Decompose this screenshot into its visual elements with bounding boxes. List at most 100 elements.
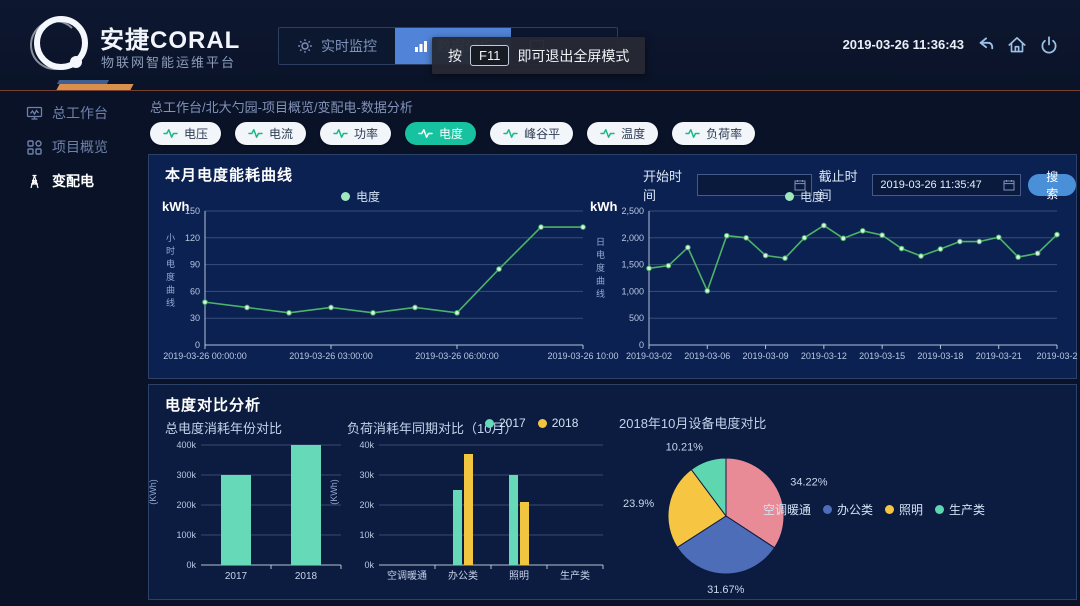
svg-text:500: 500 bbox=[629, 313, 644, 323]
legend-dot bbox=[341, 192, 350, 201]
legend-dot bbox=[935, 505, 945, 514]
legend-dot bbox=[485, 418, 494, 428]
svg-text:150: 150 bbox=[185, 206, 200, 216]
search-button[interactable]: 搜索 bbox=[1028, 170, 1076, 201]
legend-dot bbox=[823, 505, 833, 514]
y-axis-name-daily: 日电度曲线 bbox=[595, 237, 605, 302]
daily-energy-line-chart[interactable]: 0 500 1,000 1,500 2,000 2,500 2019-03-02 2019-0… bbox=[591, 199, 1077, 371]
y-axis-unit: kWh bbox=[590, 199, 618, 214]
load-bar-legend: 2017 2018 bbox=[485, 416, 578, 430]
legend-daily[interactable]: 电度 bbox=[785, 188, 824, 205]
svg-text:30k: 30k bbox=[359, 470, 374, 480]
legend-dot bbox=[885, 505, 895, 514]
svg-text:0k: 0k bbox=[364, 560, 374, 570]
end-time-value: 2019-03-26 11:35:47 bbox=[880, 179, 982, 191]
tab-峰谷平[interactable]: 峰谷平 bbox=[490, 122, 574, 145]
pie-title: 2018年10月设备电度对比 bbox=[619, 416, 767, 431]
svg-text:34.22%: 34.22% bbox=[790, 476, 828, 488]
nav-item-实时监控[interactable]: 实时监控 bbox=[279, 28, 395, 64]
svg-text:10k: 10k bbox=[359, 530, 374, 540]
load-bar-ylabel: (KWh) bbox=[328, 479, 339, 505]
tab-负荷率[interactable]: 负荷率 bbox=[672, 122, 756, 145]
svg-text:100k: 100k bbox=[176, 530, 196, 540]
tab-label: 峰谷平 bbox=[524, 127, 561, 141]
sidebar-item-变配电[interactable]: 变配电 bbox=[0, 164, 146, 198]
svg-text:2019-03-12: 2019-03-12 bbox=[801, 351, 847, 361]
tab-label: 温度 bbox=[621, 127, 646, 141]
svg-text:2019-03-26 06:00:00: 2019-03-26 06:00:00 bbox=[415, 351, 499, 361]
legend-item-2018[interactable]: 2018 bbox=[537, 416, 578, 430]
legend-item-空调暖通[interactable]: 空调暖通 bbox=[749, 501, 811, 518]
logo-icon bbox=[30, 14, 88, 70]
pie-legend: 空调暖通 办公类 照明 生产类 bbox=[749, 501, 985, 518]
pulse-icon bbox=[600, 127, 615, 140]
top-panel-title: 本月电度能耗曲线 bbox=[165, 167, 294, 184]
fullscreen-tooltip: 按 F11 即可退出全屏模式 bbox=[432, 37, 646, 74]
tab-功率[interactable]: 功率 bbox=[320, 122, 392, 145]
svg-text:1,500: 1,500 bbox=[621, 260, 644, 270]
calendar-icon bbox=[1003, 179, 1015, 191]
pulse-icon bbox=[163, 127, 178, 140]
svg-text:照明: 照明 bbox=[509, 570, 529, 582]
tab-label: 电流 bbox=[269, 127, 294, 141]
tab-温度[interactable]: 温度 bbox=[587, 122, 659, 145]
home-icon[interactable] bbox=[1006, 34, 1028, 56]
tab-电压[interactable]: 电压 bbox=[150, 122, 222, 145]
tab-label: 负荷率 bbox=[706, 127, 743, 141]
y-axis-unit: kWh bbox=[162, 199, 190, 214]
svg-text:2019-03-26 00:00:00: 2019-03-26 00:00:00 bbox=[163, 351, 247, 361]
pulse-icon bbox=[503, 127, 518, 140]
legend-label: 电度 bbox=[800, 190, 825, 204]
tab-label: 电压 bbox=[184, 127, 209, 141]
top-panel: 本月电度能耗曲线 电度 开始时间 截止时间 bbox=[148, 154, 1078, 379]
back-icon[interactable] bbox=[974, 34, 996, 56]
load-comparison-bar-chart[interactable]: 0k 10k 20k 30k 40k 空调暖通 办公类 照明 生产类 bbox=[339, 437, 611, 587]
sidebar-item-总工作台[interactable]: 总工作台 bbox=[0, 96, 146, 130]
svg-text:2019-03-26 10:00: 2019-03-26 10:00 bbox=[547, 351, 618, 361]
time-search-bar: 开始时间 截止时间 2019-03-26 11:35:47 bbox=[643, 166, 1076, 204]
overview-icon bbox=[26, 139, 43, 156]
legend-item-label: 办公类 bbox=[837, 503, 874, 517]
svg-text:120: 120 bbox=[185, 233, 200, 243]
sidebar-item-label: 项目概览 bbox=[52, 139, 108, 155]
sidebar-item-label: 总工作台 bbox=[52, 105, 108, 121]
tab-电流[interactable]: 电流 bbox=[235, 122, 307, 145]
sidebar-item-label: 变配电 bbox=[52, 173, 94, 189]
bottom-panel-title: 电度对比分析 bbox=[165, 397, 262, 414]
nav-item-label: 实时监控 bbox=[321, 38, 377, 54]
breadcrumb: 总工作台/北大勺园-项目概览/变配电-数据分析 bbox=[150, 100, 413, 115]
app-title: 安捷CORAL bbox=[100, 27, 241, 54]
end-time-input[interactable]: 2019-03-26 11:35:47 bbox=[872, 174, 1022, 196]
svg-text:200k: 200k bbox=[176, 500, 196, 510]
svg-text:办公类: 办公类 bbox=[448, 569, 478, 582]
power-icon[interactable] bbox=[1038, 34, 1060, 56]
legend-label: 电度 bbox=[356, 190, 381, 204]
power-tower-icon bbox=[26, 173, 43, 190]
svg-text:2019-03-2: 2019-03-2 bbox=[1036, 351, 1077, 361]
svg-text:23.9%: 23.9% bbox=[623, 498, 654, 510]
sidebar: 总工作台项目概览变配电 bbox=[0, 96, 146, 606]
device-energy-pie-chart[interactable]: 34.22% 31.67% 23.9% 10.21% bbox=[601, 421, 931, 597]
hourly-energy-line-chart[interactable]: 0 30 60 90 120 150 2019-03-26 00:00:00 2019-03-… bbox=[155, 199, 618, 371]
legend-item-label: 生产类 bbox=[949, 503, 986, 517]
legend-item-照明[interactable]: 照明 bbox=[885, 501, 923, 518]
gear-icon bbox=[297, 38, 313, 54]
legend-dot bbox=[749, 505, 758, 514]
legend-hourly[interactable]: 电度 bbox=[341, 188, 380, 205]
tab-label: 电度 bbox=[439, 127, 464, 141]
tab-电度[interactable]: 电度 bbox=[405, 122, 477, 145]
tooltip-suffix: 即可退出全屏模式 bbox=[517, 47, 630, 64]
start-time-input[interactable] bbox=[696, 174, 812, 196]
svg-text:2019-03-09: 2019-03-09 bbox=[743, 351, 789, 361]
legend-item-办公类[interactable]: 办公类 bbox=[823, 501, 873, 518]
svg-text:2019-03-21: 2019-03-21 bbox=[976, 351, 1022, 361]
legend-dot bbox=[785, 192, 794, 201]
legend-item-label: 照明 bbox=[899, 503, 924, 517]
svg-text:0: 0 bbox=[639, 340, 644, 350]
sidebar-item-项目概览[interactable]: 项目概览 bbox=[0, 130, 146, 164]
legend-item-2017[interactable]: 2017 bbox=[485, 416, 526, 430]
yearly-consumption-bar-chart[interactable]: 0k 100k 200k 300k 400k 2017 2018 bbox=[157, 437, 353, 587]
legend-item-label: 2017 bbox=[499, 416, 526, 430]
legend-item-生产类[interactable]: 生产类 bbox=[935, 501, 985, 518]
main-content: 总工作台/北大勺园-项目概览/变配电-数据分析 电压 电流 功率 电度 峰谷平 温度 负荷率… bbox=[146, 90, 1080, 606]
